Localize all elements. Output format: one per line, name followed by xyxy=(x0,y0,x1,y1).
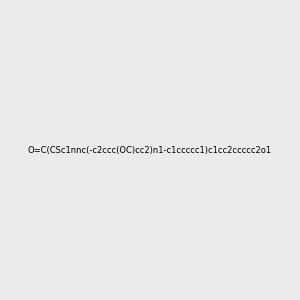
Text: O=C(CSc1nnc(-c2ccc(OC)cc2)n1-c1ccccc1)c1cc2ccccc2o1: O=C(CSc1nnc(-c2ccc(OC)cc2)n1-c1ccccc1)c1… xyxy=(28,146,272,154)
